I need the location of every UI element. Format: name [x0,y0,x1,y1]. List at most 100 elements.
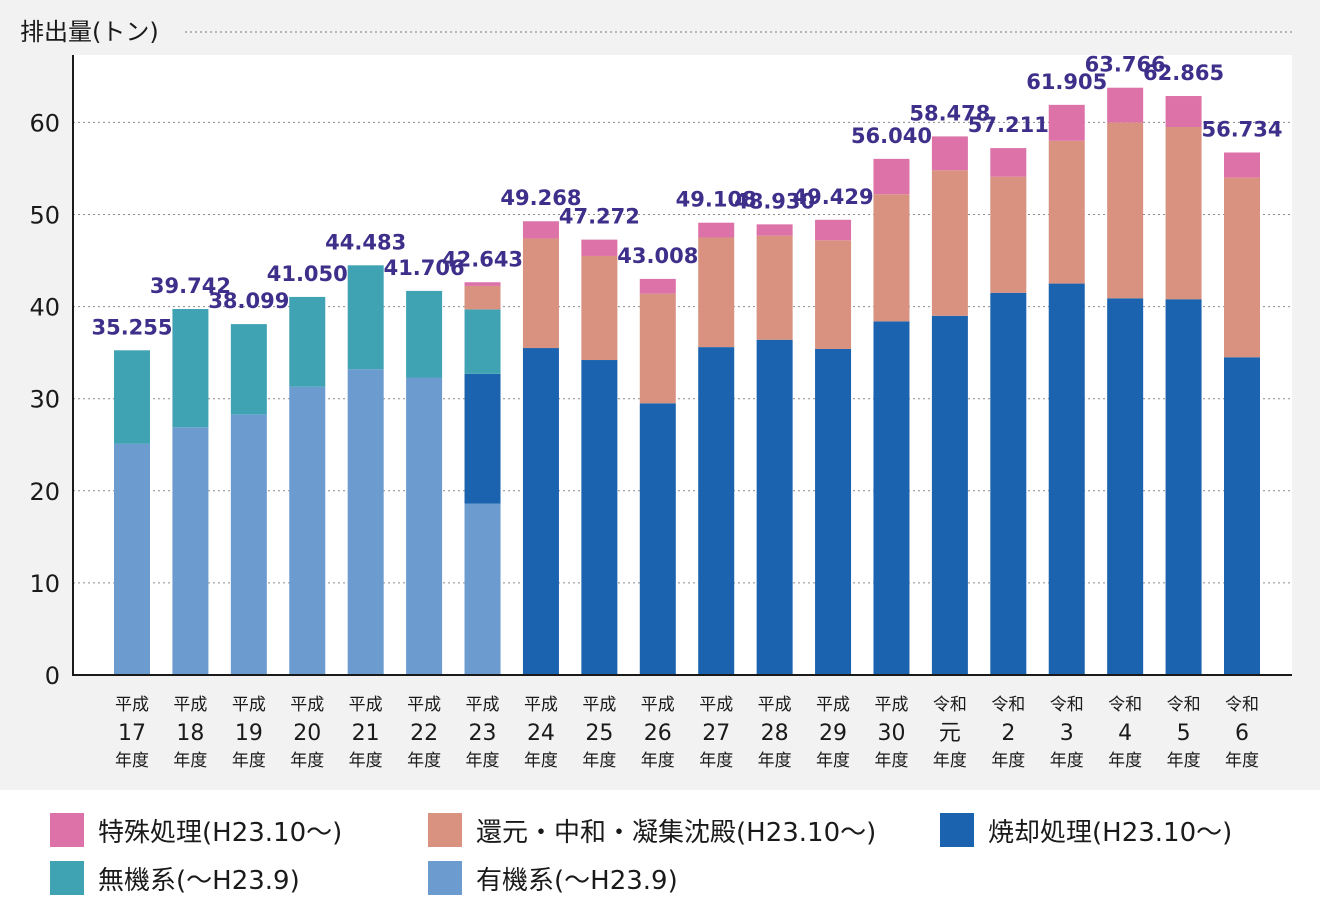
legend-swatch-organic [428,861,462,895]
bar-segment [406,377,443,675]
x-tick-label-era: 平成 [349,695,383,715]
y-tick-label: 40 [29,294,60,322]
x-tick-label-suffix: 年度 [1050,751,1084,771]
x-tick-label-era: 令和 [1108,695,1142,715]
bar-segment [990,148,1027,177]
bar-segment [931,136,968,171]
x-tick-label-suffix: 年度 [232,751,266,771]
data-label: 39.742 [150,274,231,298]
bar-segment [1107,122,1144,299]
data-label: 43.008 [617,244,698,268]
legend-item-inorganic: 無機系(〜H23.9) [50,860,300,896]
bar-segment [990,292,1027,675]
data-label: 38.099 [208,289,289,313]
bar-segment [873,158,910,195]
bar-segment [406,290,443,378]
bar-segment [931,170,968,316]
bar-segment [522,348,559,675]
y-tick-label: 20 [29,478,60,506]
bar-segment [639,403,676,675]
legend-label-incineration: 焼却処理(H23.10〜) [988,817,1233,848]
bar-segment [1165,299,1202,675]
data-label: 44.483 [325,230,406,254]
bar-segment [698,347,735,675]
bar-segment [114,350,150,444]
x-tick-label-suffix: 年度 [524,751,558,771]
bar-segment [230,324,267,415]
x-tick-label-year: 24 [527,721,555,746]
bar-segment [230,414,267,675]
x-tick-label-year: 元 [939,721,961,746]
legend-item-special: 特殊処理(H23.10〜) [50,812,342,848]
y-tick-label: 10 [29,570,60,598]
legend-swatch-special [50,813,84,847]
bar-segment [698,237,735,348]
data-label: 47.272 [559,205,640,229]
bar-segment [815,240,852,349]
x-tick-label-year: 25 [585,721,613,746]
data-label: 35.255 [91,315,172,339]
y-tick-label: 50 [29,202,60,230]
x-tick-label-year: 27 [702,721,730,746]
x-tick-label-year: 4 [1118,721,1132,746]
bar-segment [347,369,384,675]
bar-segment [464,503,501,675]
bar-segment [522,238,559,349]
data-label: 41.706 [384,256,465,280]
data-label: 48.930 [734,189,815,213]
x-tick-label-era: 平成 [699,695,733,715]
x-tick-label-year: 21 [352,721,380,746]
x-tick-label-year: 28 [761,721,789,746]
data-label: 57.211 [968,113,1049,137]
bar-segment [522,221,559,239]
bar-segment [815,348,852,675]
x-tick-label-suffix: 年度 [115,751,149,771]
data-label: 61.905 [1026,70,1107,94]
x-tick-label-suffix: 年度 [349,751,383,771]
bar-segment [931,315,968,675]
legend-item-organic: 有機系(〜H23.9) [428,860,678,896]
bar-segment [1048,140,1085,284]
x-tick-label-era: 平成 [290,695,324,715]
legend-label-inorganic: 無機系(〜H23.9) [98,865,300,896]
x-tick-label-suffix: 年度 [173,751,207,771]
y-tick-label: 60 [29,109,60,137]
bar-segment [1224,177,1260,358]
y-tick-label: 0 [45,662,60,690]
legend-label-special: 特殊処理(H23.10〜) [98,817,343,848]
y-tick-label: 30 [29,386,60,414]
x-tick-label-year: 3 [1060,721,1074,746]
x-tick-label-suffix: 年度 [641,751,675,771]
bar-segment [172,308,209,428]
legend: 特殊処理(H23.10〜) 還元・中和・凝集沈殿(H23.10〜) 焼却処理(H… [0,790,1320,900]
bar-segment [1165,127,1202,300]
data-label: 56.734 [1201,117,1282,141]
legend-label-organic: 有機系(〜H23.9) [476,865,678,896]
data-label: 41.050 [267,262,348,286]
x-tick-label-era: 平成 [232,695,266,715]
legend-swatch-inorganic [50,861,84,895]
bar-segment [289,296,326,387]
data-label: 42.643 [442,247,523,271]
x-tick-label-year: 29 [819,721,847,746]
data-label: 49.268 [500,186,581,210]
bar-segment [289,386,326,675]
legend-item-reduction: 還元・中和・凝集沈殿(H23.10〜) [428,812,876,848]
x-tick-label-suffix: 年度 [933,751,967,771]
x-tick-label-year: 5 [1177,721,1191,746]
legend-item-incineration: 焼却処理(H23.10〜) [940,812,1232,848]
bar-segment [1048,104,1085,141]
x-tick-label-suffix: 年度 [758,751,792,771]
legend-swatch-reduction [428,813,462,847]
bar-segment [756,235,793,340]
x-tick-label-era: 平成 [173,695,207,715]
x-tick-label-suffix: 年度 [991,751,1025,771]
x-tick-label-year: 23 [469,721,497,746]
bar-segment [698,222,735,238]
bar-segment [1224,357,1260,675]
bar-segment [581,360,618,675]
chart-canvas: 0 10 20 30 40 50 60 排出量(トン) 35.255 平成 17 年度 39.742 平成… [20,18,1292,771]
x-tick-label-suffix: 年度 [699,751,733,771]
bar-segment [756,224,793,236]
